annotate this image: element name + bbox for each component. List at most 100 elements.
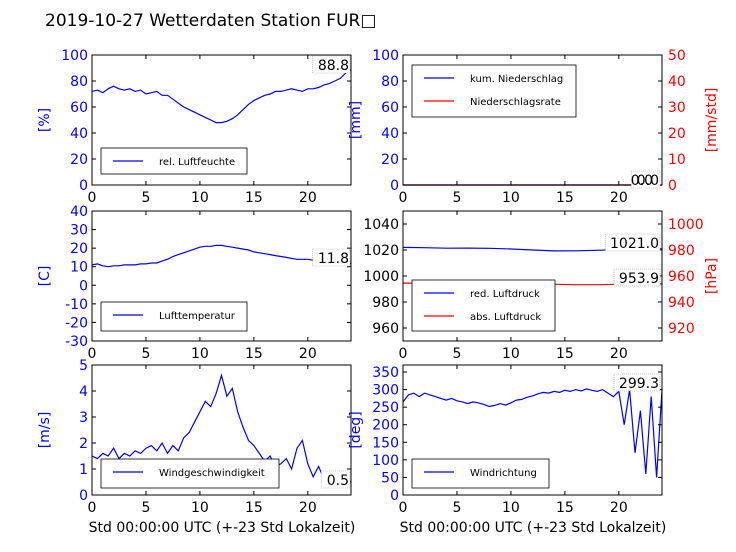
humidity-series-line-0 (91, 68, 352, 124)
precipitation-y-tick-label: 100 (372, 48, 399, 64)
temperature-axes-frame (91, 210, 352, 342)
precipitation-y-tick-label: 40 (381, 126, 399, 142)
x-axis-label-left: Std 00:00:00 UTC (+-23 Std Lokalzeit) (89, 520, 356, 536)
wind-direction-y-tick-label: 350 (372, 365, 399, 381)
wind-direction-axes-frame (402, 364, 663, 496)
temperature-y-tick-label: 10 (70, 260, 88, 276)
precipitation-y-tick-label-right: 30 (668, 100, 686, 116)
pressure-legend-label: abs. Luftdruck (470, 312, 541, 323)
temperature-series-line-0 (91, 244, 352, 268)
humidity-x-tick-label: 5 (141, 190, 150, 206)
humidity-y-tick-label: 80 (70, 74, 88, 90)
humidity-x-tick-label: 0 (88, 190, 97, 206)
precipitation-y-tick-label-right: 20 (668, 126, 686, 142)
precipitation-x-tick-label: 5 (452, 190, 461, 206)
precipitation-y-tick-label: 60 (381, 100, 399, 116)
pressure-value-annotation-box (605, 233, 661, 252)
wind-speed-legend-label: Windgeschwindigkeit (159, 468, 265, 479)
precipitation-y-tick-label: 80 (381, 74, 399, 90)
temperature-legend-label: Lufttemperatur (159, 311, 236, 322)
wind-speed-y-tick-label: 2 (79, 436, 88, 452)
precipitation-y-axis-label: [mm] (348, 101, 364, 139)
temperature-x-tick-label: 15 (245, 346, 263, 362)
wind-speed-x-tick-label: 5 (141, 500, 150, 516)
wind-speed-y-axis-label: [m/s] (37, 412, 53, 449)
temperature-y-axis-label: [C] (37, 266, 53, 287)
humidity-value-annotation-box (312, 55, 351, 74)
humidity-y-axis-label: [%] (37, 108, 53, 132)
wind-speed-y-tick-label: 3 (79, 410, 88, 426)
wind-direction-x-tick-label: 0 (399, 500, 408, 516)
humidity-legend-label: rel. Luftfeuchte (159, 157, 235, 168)
wind-direction-y-tick-label: 250 (372, 400, 399, 416)
precipitation-legend-label: Niederschlagsrate (470, 97, 561, 108)
wind-direction-value-annotation-box (613, 373, 661, 392)
pressure-x-tick-label: 0 (399, 346, 408, 362)
pressure-y-tick-label: 1040 (363, 217, 399, 233)
pressure-y-tick-label-right: 940 (668, 295, 695, 311)
pressure-legend-box (411, 279, 556, 332)
temperature-x-tick-label: 20 (299, 346, 317, 362)
wind-direction-x-tick-label: 15 (556, 500, 574, 516)
wind-direction-y-tick-label: 200 (372, 418, 399, 434)
temperature-value-annotation-box (312, 248, 351, 267)
wind-speed-y-tick-label: 0 (79, 488, 88, 504)
wind-direction-x-tick-label: 20 (610, 500, 628, 516)
wind-direction-y-tick-label: 100 (372, 453, 399, 469)
precipitation-y-axis-label-right: [mm/std] (704, 88, 720, 153)
wind-direction-legend-box (411, 458, 550, 489)
precipitation-value-annotation: 0.0 (631, 173, 653, 189)
panel-wind-direction: 0 5 10 15 20050100150200250300350[deg]Windri… (348, 364, 663, 516)
pressure-x-tick-label: 5 (452, 346, 461, 362)
precipitation-axes-frame (402, 54, 663, 186)
precipitation-value-annotation-box (630, 170, 661, 189)
pressure-x-tick-label: 20 (610, 346, 628, 362)
pressure-x-tick-label: 15 (556, 346, 574, 362)
pressure-value-annotation-box (613, 268, 661, 287)
humidity-x-tick-label: 20 (299, 190, 317, 206)
precipitation-y-tick-label-right: 40 (668, 74, 686, 90)
pressure-x-tick-label: 10 (502, 346, 520, 362)
temperature-x-tick-label: 10 (191, 346, 209, 362)
precipitation-x-tick-label: 20 (610, 190, 628, 206)
humidity-value-annotation: 88.8 (318, 58, 349, 74)
precipitation-y-tick-label-right: 0 (668, 178, 677, 194)
wind-speed-x-tick-label: 10 (191, 500, 209, 516)
temperature-value-annotation: 11.8 (318, 251, 349, 267)
wind-speed-series-line-0 (91, 373, 352, 486)
precipitation-y-tick-label: 0 (390, 178, 399, 194)
pressure-y-tick-label: 1020 (363, 243, 399, 259)
wind-speed-legend-box (100, 458, 280, 489)
wind-speed-value-annotation: 0.5 (327, 473, 349, 489)
temperature-x-tick-label: 5 (141, 346, 150, 362)
panel-temperature: 0 5 10 15 20 -30 -20 -10 0 10 20 30 40 [C] Lufttempera… (37, 204, 352, 362)
temperature-y-tick-label: 20 (70, 241, 88, 257)
panel-precipitation: 0 5 10 15 20 0 20 40 60 80 100 0 10 20 30 40 50 [mm] [mm/s… (348, 48, 720, 206)
temperature-legend-box (100, 301, 248, 332)
wind-direction-series-line-0 (402, 388, 663, 478)
panel-wind-speed: 0 5 10 15 20 0 1 2 3 4 5 [m/s] Windgeschwindigkeit 0.… (37, 358, 352, 516)
wind-speed-value-annotation-box (320, 470, 351, 489)
precipitation-x-tick-label: 15 (556, 190, 574, 206)
panel-pressure: 0 5 10 15 20 960 980 1000 1020 1040 920 940 960 980 10… (363, 210, 720, 362)
precipitation-y-tick-label: 20 (381, 152, 399, 168)
x-axis-label-right: Std 00:00:00 UTC (+-23 Std Lokalzeit) (400, 520, 667, 536)
temperature-x-tick-label: 0 (88, 346, 97, 362)
pressure-y-tick-label-right: 960 (668, 269, 695, 285)
pressure-y-axis-label-right: [hPa] (704, 258, 720, 294)
wind-direction-y-tick-label: 300 (372, 383, 399, 399)
pressure-y-tick-label: 980 (372, 295, 399, 311)
humidity-axes-frame (91, 54, 352, 186)
wind-direction-y-tick-label: 50 (381, 470, 399, 486)
humidity-y-tick-label: 60 (70, 100, 88, 116)
wind-speed-x-tick-label: 20 (299, 500, 317, 516)
pressure-legend-label: red. Luftdruck (470, 289, 540, 300)
figure-title: 2019-10-27 Wetterdaten Station FUR□ (45, 11, 376, 31)
precipitation-y-tick-label-right: 50 (668, 48, 686, 64)
wind-direction-legend-label: Windrichtung (470, 468, 537, 479)
pressure-y-tick-label: 1000 (363, 269, 399, 285)
temperature-y-tick-label: -30 (65, 334, 88, 350)
temperature-y-tick-label: -20 (65, 315, 88, 331)
wind-speed-y-tick-label: 1 (79, 462, 88, 478)
